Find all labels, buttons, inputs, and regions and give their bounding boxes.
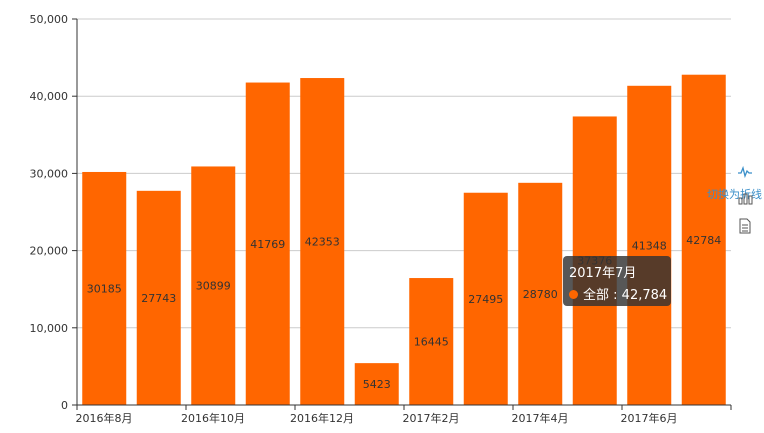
bar[interactable] xyxy=(300,78,345,405)
y-axis-ticks: 0 10,000 20,000 30,000 40,000 50,000 xyxy=(30,13,77,412)
bar-value-label: 42353 xyxy=(305,236,340,249)
tooltip-row: 全部 : 42,784 xyxy=(569,284,667,303)
chart-tooltip: 2017年7月 全部 : 42,784 xyxy=(563,256,671,306)
data-view-icon[interactable] xyxy=(737,218,753,234)
x-axis-ticks: 2016年8月 2016年10月 2016年12月 2017年2月 2017年4月 201… xyxy=(76,405,732,425)
bars xyxy=(82,74,726,406)
bar[interactable] xyxy=(245,82,290,405)
bar[interactable] xyxy=(136,190,181,405)
bar[interactable] xyxy=(518,182,563,405)
bar[interactable] xyxy=(681,74,726,405)
tooltip-title: 2017年7月 xyxy=(569,266,637,281)
y-tick-label: 20,000 xyxy=(30,245,69,258)
bar-value-label: 42784 xyxy=(686,234,721,247)
bar-value-label: 41348 xyxy=(632,239,667,252)
x-tick-label: 2016年10月 xyxy=(181,411,245,425)
bar[interactable] xyxy=(82,171,127,405)
y-tick-label: 0 xyxy=(61,399,68,412)
y-tick-label: 30,000 xyxy=(30,167,69,180)
bar[interactable] xyxy=(354,363,399,405)
bar-value-label: 16445 xyxy=(414,336,449,349)
grid-lines xyxy=(77,18,731,329)
bar-value-label: 28780 xyxy=(523,288,558,301)
bar-value-label: 30899 xyxy=(196,280,231,293)
bar[interactable] xyxy=(191,166,236,405)
switch-to-line-label[interactable]: 切换为折线 xyxy=(707,188,762,201)
y-tick-label: 50,000 xyxy=(30,13,69,26)
bar[interactable] xyxy=(409,278,454,405)
x-tick-label: 2017年4月 xyxy=(512,411,569,425)
tooltip-separator: : xyxy=(609,288,622,303)
y-tick-label: 40,000 xyxy=(30,90,69,103)
y-tick-label: 10,000 xyxy=(30,322,69,335)
bar[interactable] xyxy=(463,192,508,405)
tooltip-series-name: 全部 xyxy=(583,288,610,303)
bar-value-label: 27743 xyxy=(141,292,176,305)
x-tick-label: 2016年8月 xyxy=(76,411,133,425)
x-tick-label: 2017年2月 xyxy=(403,411,460,425)
x-tick-label: 2016年12月 xyxy=(290,411,354,425)
bar[interactable] xyxy=(627,85,672,405)
line-chart-icon[interactable] xyxy=(737,164,753,180)
bar-chart-icon[interactable] xyxy=(737,190,753,206)
tooltip-series-dot xyxy=(569,290,578,299)
bar-value-label: 41769 xyxy=(250,238,285,251)
bar-value-label: 5423 xyxy=(363,378,391,391)
bar-value-label: 27495 xyxy=(468,293,503,306)
tooltip-value: 42,784 xyxy=(621,288,668,303)
x-tick-label: 2017年6月 xyxy=(621,411,678,425)
bar-value-label: 30185 xyxy=(87,282,122,295)
chart-toolbox: 切换为折线 xyxy=(707,160,764,240)
